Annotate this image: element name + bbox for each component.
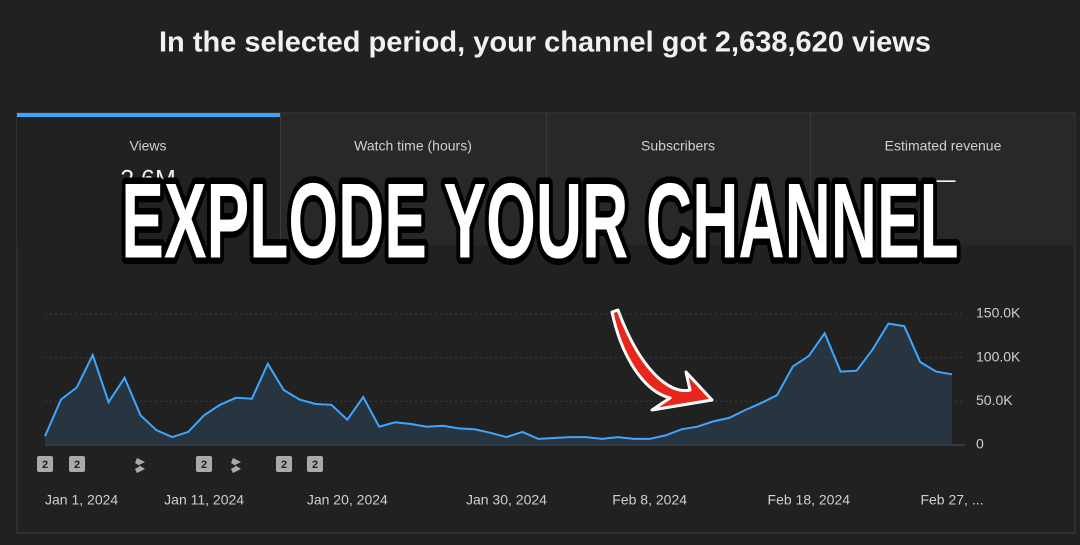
marker-label: 2 — [281, 459, 287, 471]
tab-indicator — [17, 113, 280, 117]
tab[interactable] — [17, 114, 280, 245]
overlay-group: EXPLODE YOUR CHANNEL — [116, 156, 963, 286]
shorts-icon[interactable] — [231, 458, 241, 473]
tab-value: 2.6M — [120, 166, 176, 194]
tab-value: — — [931, 166, 956, 194]
marker-badge[interactable] — [69, 456, 85, 472]
shorts-icon[interactable] — [135, 458, 145, 473]
y-tick-label: 150.0K — [976, 305, 1021, 321]
marker-badge[interactable] — [196, 456, 212, 472]
marker-label: 2 — [312, 459, 318, 471]
x-tick-label: Feb 8, 2024 — [612, 492, 687, 508]
x-tick-label: Jan 11, 2024 — [164, 492, 244, 508]
y-tick-label: 100.0K — [976, 348, 1021, 364]
card — [16, 112, 1076, 534]
overlay-text: EXPLODE YOUR CHANNEL — [121, 161, 958, 281]
tab-label: Subscribers — [641, 138, 715, 154]
plot: 0 50.0K 100.0K 150.0K Jan 1, 2024 Jan 11, 202… — [44, 305, 1021, 508]
x-tick-label: Jan 1, 2024 — [45, 492, 118, 508]
marker-label: 2 — [42, 459, 48, 471]
tab[interactable] — [811, 114, 1075, 245]
marker-label: 2 — [201, 459, 207, 471]
y-tick-label: 50.0K — [976, 392, 1013, 408]
marker-label: 2 — [74, 459, 80, 471]
tab-label: Estimated revenue — [885, 138, 1002, 154]
page-title: In the selected period, your channel got… — [159, 27, 931, 59]
x-tick-label: Jan 30, 2024 — [466, 492, 547, 508]
y-tick-label: 0 — [976, 436, 984, 452]
arrow — [610, 308, 714, 412]
tab-label: Views — [129, 138, 166, 154]
marker-badge[interactable] — [37, 456, 53, 472]
tab[interactable] — [547, 114, 810, 245]
line — [44, 322, 953, 440]
x-tick-label: Feb 18, 2024 — [768, 492, 851, 508]
tab[interactable] — [281, 114, 546, 245]
marker-badge[interactable] — [276, 456, 292, 472]
marker-badge[interactable] — [307, 456, 323, 472]
tab-label: Watch time (hours) — [354, 138, 472, 154]
markers: 2 2 2 2 2 — [37, 456, 323, 473]
area — [45, 323, 952, 445]
x-tick-label: Feb 27, ... — [920, 492, 983, 508]
x-tick-label: Jan 20, 2024 — [307, 492, 388, 508]
